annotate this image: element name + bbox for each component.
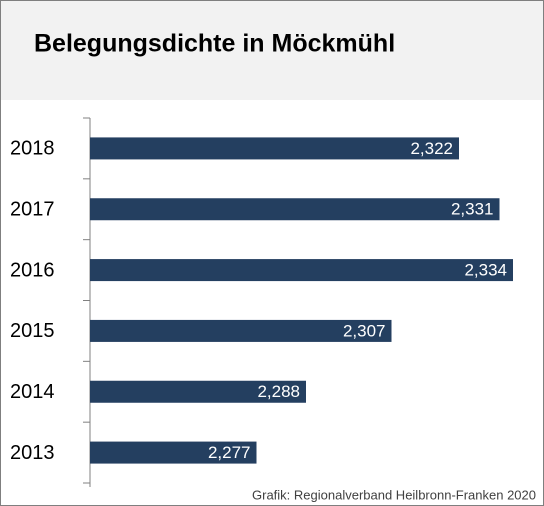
bar: [90, 137, 459, 160]
y-tick-label: 2013: [10, 442, 55, 464]
y-tick-label: 2018: [10, 138, 55, 160]
plot-background: [0, 100, 544, 506]
value-label: 2,277: [208, 443, 251, 462]
value-label: 2,331: [451, 200, 494, 219]
source-note: Grafik: Regionalverband Heilbronn-Franke…: [252, 487, 536, 502]
y-tick-label: 2017: [10, 199, 55, 221]
chart-title: Belegungsdichte in Möckmühl: [34, 30, 395, 58]
value-label: 2,288: [257, 382, 300, 401]
y-tick-label: 2014: [10, 381, 55, 403]
value-label: 2,334: [464, 261, 507, 280]
value-label: 2,307: [343, 321, 386, 340]
bar: [90, 441, 257, 464]
value-label: 2,322: [410, 139, 453, 158]
y-tick-label: 2015: [10, 320, 55, 342]
bar: [90, 319, 392, 342]
bar: [90, 259, 513, 282]
y-tick-label: 2016: [10, 259, 55, 281]
bar: [90, 198, 500, 221]
bar: [90, 380, 306, 403]
